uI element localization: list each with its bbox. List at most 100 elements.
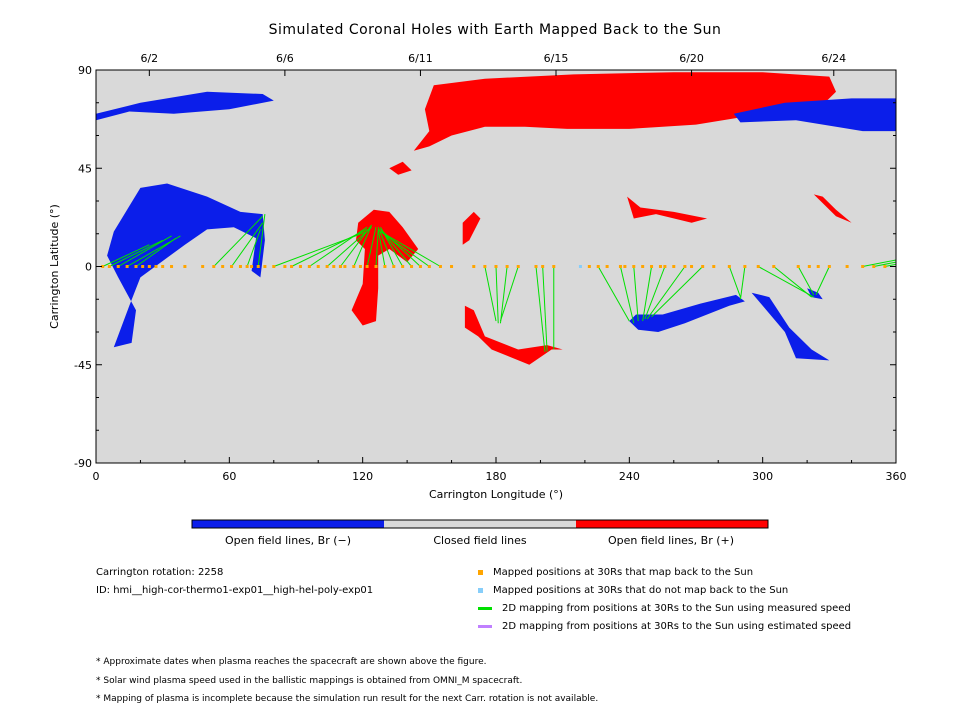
y-tick-label-3: 45 bbox=[78, 162, 92, 175]
mapping-line-32 bbox=[619, 266, 635, 324]
mapped-point-58 bbox=[658, 265, 662, 268]
legend-label-mapped: Mapped positions at 30Rs that map back t… bbox=[493, 567, 754, 578]
mapped-point-38 bbox=[418, 265, 422, 268]
chart-title: Simulated Coronal Holes with Earth Mappe… bbox=[268, 22, 722, 38]
mapped-point-51 bbox=[596, 265, 600, 268]
mapping-line-27 bbox=[499, 266, 519, 322]
mapped-point-54 bbox=[623, 265, 627, 268]
mapped-point-22 bbox=[290, 265, 294, 268]
mapped-point-52 bbox=[605, 265, 609, 268]
mapped-point-15 bbox=[238, 265, 242, 268]
mapped-point-30 bbox=[352, 265, 356, 268]
mapping-line-33 bbox=[633, 266, 639, 322]
legend-swatch-mapped bbox=[478, 570, 483, 575]
legend-label-estimated: 2D mapping from positions at 30Rs to the… bbox=[502, 621, 852, 632]
mapped-point-63 bbox=[701, 265, 705, 268]
mapping-line-22 bbox=[380, 231, 430, 267]
x-tick-label-1: 60 bbox=[222, 470, 236, 483]
date-tick-label-2: 6/11 bbox=[408, 52, 433, 65]
mapped-point-34 bbox=[383, 265, 387, 268]
mapped-point-24 bbox=[307, 265, 311, 268]
mapping-line-36 bbox=[646, 266, 686, 320]
colorbar-label-open-negative: Open field lines, Br (−) bbox=[224, 534, 352, 547]
mapped-point-66 bbox=[743, 265, 747, 268]
mapped-point-69 bbox=[796, 265, 800, 268]
mapped-point-26 bbox=[325, 265, 329, 268]
colorbar-label-closed: Closed field lines bbox=[433, 534, 527, 547]
mapped-point-33 bbox=[374, 265, 378, 268]
mapping-line-24 bbox=[484, 266, 497, 322]
coronal-hole-positive-4 bbox=[464, 305, 563, 365]
mapping-line-0 bbox=[102, 244, 150, 267]
note-dates: * Approximate dates when plasma reaches … bbox=[96, 657, 487, 667]
mapping-line-8 bbox=[257, 214, 266, 267]
mapped-point-37 bbox=[410, 265, 414, 268]
date-tick-label-3: 6/15 bbox=[544, 52, 569, 65]
mapping-line-6 bbox=[231, 222, 264, 267]
coronal-hole-negative-8 bbox=[733, 98, 896, 132]
date-tick-label-5: 6/24 bbox=[821, 52, 846, 65]
mapped-point-5 bbox=[141, 265, 145, 268]
mapped-point-3 bbox=[125, 265, 129, 268]
legend-label-unmapped: Mapped positions at 30Rs that do not map… bbox=[493, 585, 789, 596]
colorbar-segment-0 bbox=[192, 520, 384, 528]
mapped-point-21 bbox=[283, 265, 287, 268]
mapping-line-45 bbox=[873, 261, 897, 267]
mapping-line-44 bbox=[862, 259, 897, 267]
mapped-point-28 bbox=[338, 265, 342, 268]
coronal-hole-negative-10 bbox=[629, 294, 745, 332]
mapping-line-4 bbox=[135, 237, 177, 267]
mapping-line-12 bbox=[326, 226, 372, 267]
mapped-point-13 bbox=[221, 265, 225, 268]
legend-swatch-measured bbox=[478, 607, 492, 610]
mapped-point-31 bbox=[358, 265, 362, 268]
mapping-line-14 bbox=[353, 224, 373, 267]
mapping-line-5 bbox=[213, 215, 264, 267]
y-tick-label-0: -90 bbox=[74, 457, 92, 470]
colorbar-frame bbox=[191, 519, 769, 529]
mapped-point-32 bbox=[365, 265, 369, 268]
mapped-point-57 bbox=[650, 265, 654, 268]
mapped-point-47 bbox=[534, 265, 538, 268]
mapped-point-0 bbox=[101, 265, 105, 268]
mapping-line-13 bbox=[340, 224, 372, 267]
coronal-hole-positive-6 bbox=[813, 194, 852, 223]
mapping-line-29 bbox=[542, 266, 548, 352]
mapped-point-53 bbox=[618, 265, 622, 268]
mapped-point-7 bbox=[154, 265, 158, 268]
mapping-line-17 bbox=[377, 229, 386, 267]
mapped-point-14 bbox=[230, 265, 234, 268]
mapped-point-43 bbox=[483, 265, 487, 268]
mapped-point-12 bbox=[212, 265, 216, 268]
mapped-point-76 bbox=[883, 265, 887, 268]
legend-swatch-unmapped bbox=[478, 588, 483, 593]
coronal-hole-positive-3 bbox=[462, 211, 481, 245]
mapped-point-6 bbox=[147, 265, 151, 268]
mapped-point-10 bbox=[183, 265, 187, 268]
date-tick-label-1: 6/6 bbox=[276, 52, 294, 65]
mapped-point-70 bbox=[807, 265, 811, 268]
y-tick-label-1: -45 bbox=[74, 359, 92, 372]
note-speed: * Solar wind plasma speed used in the ba… bbox=[96, 676, 523, 686]
mapped-point-62 bbox=[690, 265, 694, 268]
mapping-line-25 bbox=[495, 266, 499, 324]
coronal-hole-positive-2 bbox=[351, 209, 419, 326]
mapped-point-41 bbox=[450, 265, 454, 268]
x-axis-label: Carrington Longitude (°) bbox=[429, 488, 563, 501]
mapped-point-75 bbox=[872, 265, 876, 268]
mapping-line-7 bbox=[246, 229, 261, 267]
mapped-point-68 bbox=[772, 265, 776, 268]
mapped-point-50 bbox=[587, 265, 591, 268]
date-tick-label-0: 6/2 bbox=[140, 52, 158, 65]
mapped-point-9 bbox=[170, 265, 174, 268]
legend-unmapped: Mapped positions at 30Rs that do not map… bbox=[478, 585, 788, 596]
mapping-line-18 bbox=[377, 227, 395, 267]
mapped-point-44 bbox=[494, 265, 498, 268]
mapped-point-20 bbox=[272, 265, 276, 268]
coronal-hole-positive-1 bbox=[389, 161, 412, 175]
mapped-point-48 bbox=[541, 265, 545, 268]
mapped-point-45 bbox=[505, 265, 509, 268]
mapping-line-43 bbox=[815, 266, 830, 296]
mapped-point-65 bbox=[727, 265, 731, 268]
